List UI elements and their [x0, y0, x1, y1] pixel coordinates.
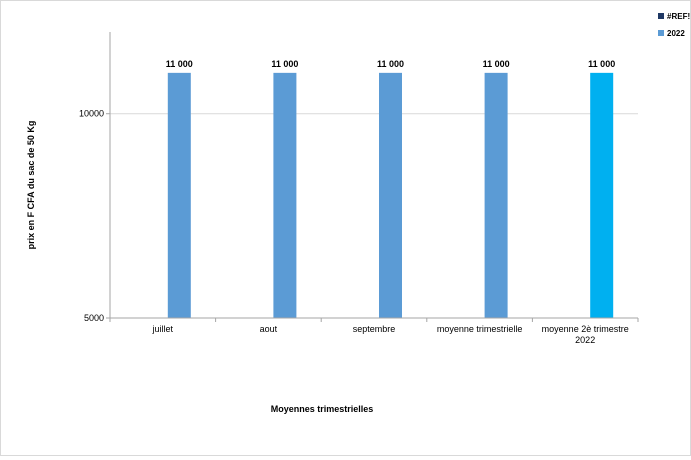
data-label: 11 000	[588, 59, 615, 69]
legend-label: #REF!	[667, 12, 690, 21]
y-tick-label: 10000	[79, 109, 104, 119]
bar	[273, 72, 297, 318]
y-tick-label: 5000	[84, 313, 104, 323]
bar	[590, 72, 614, 318]
data-label: 11 000	[166, 59, 193, 69]
x-tick-label: juillet	[152, 324, 174, 334]
x-tick-label: aout	[260, 324, 278, 334]
x-tick-labels: juillet aout septembre moyenne trimestriell…	[109, 318, 639, 345]
x-tick-label: 2022	[575, 335, 595, 345]
bars	[167, 72, 614, 318]
data-label: 11 000	[483, 59, 510, 69]
x-tick-label: septembre	[353, 324, 396, 334]
bar	[379, 72, 402, 318]
bar	[484, 72, 508, 318]
data-label: 11 000	[271, 59, 298, 69]
legend-label: 2022	[667, 29, 685, 38]
legend-swatch	[658, 30, 664, 36]
data-label: 11 000	[377, 59, 404, 69]
x-axis-label: Moyennes trimestrielles	[271, 404, 374, 414]
legend-swatch	[658, 13, 664, 19]
x-tick-label: moyenne trimestrielle	[437, 324, 523, 334]
y-tick-labels: 5000 10000	[79, 109, 110, 323]
bar	[167, 72, 191, 318]
legend: #REF! 2022	[658, 12, 690, 38]
y-axis-label: prix en F CFA du sac de 50 Kg	[26, 121, 36, 250]
data-labels: 11 000 11 000 11 000 11 000 11 000	[166, 59, 615, 69]
x-tick-label: moyenne 2è trimestre	[542, 324, 629, 334]
